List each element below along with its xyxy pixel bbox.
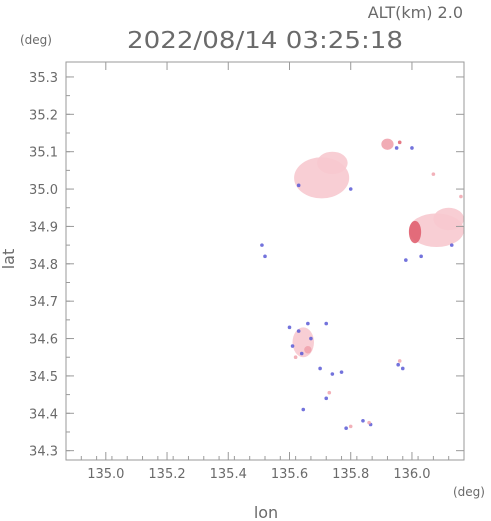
echo-speckle — [296, 183, 301, 188]
echo-speckle — [348, 424, 353, 429]
datetime-title: 2022/08/14 03:25:18 — [127, 28, 403, 54]
echo-speckle — [293, 355, 298, 360]
x-tick-label: 136.0 — [393, 467, 430, 482]
echo-region — [381, 138, 394, 150]
echo-speckle — [290, 344, 295, 348]
echo-speckle — [396, 362, 400, 367]
y-tick-label: 34.9 — [29, 220, 58, 235]
echo-speckle — [397, 359, 402, 363]
echo-speckle — [287, 325, 292, 330]
echo-speckle — [400, 366, 405, 371]
y-tick-label: 34.8 — [29, 258, 58, 273]
echo-speckle — [348, 187, 353, 191]
y-tick-label: 34.5 — [29, 370, 58, 385]
x-tick-label: 135.4 — [210, 467, 247, 482]
echo-speckle — [330, 372, 335, 376]
echo-speckle — [344, 426, 348, 431]
echo-speckle — [410, 146, 414, 150]
x-tick-label: 135.8 — [332, 467, 369, 482]
echo-region — [317, 151, 348, 175]
echo-speckle — [296, 329, 301, 333]
echo-region — [433, 207, 465, 231]
y-tick-label: 34.4 — [29, 407, 58, 422]
tick-layer: 135.0 135.2 135.4 135.6 135.8 136.0 34.3 34.4 34… — [29, 62, 464, 482]
echo-speckle — [449, 243, 454, 247]
echo-speckle — [367, 420, 371, 425]
echo-speckle — [431, 172, 436, 176]
echo-speckle — [301, 407, 306, 412]
x-unit-label: (deg) — [453, 485, 485, 499]
echo-speckle — [309, 336, 313, 341]
echo-region — [304, 346, 312, 354]
x-axis-title: lon — [254, 503, 278, 521]
echo-speckle — [339, 370, 344, 374]
x-tick-label: 135.6 — [271, 467, 308, 482]
y-tick-label: 35.3 — [29, 71, 58, 86]
echo-speckle — [397, 140, 402, 145]
echo-speckle — [324, 396, 329, 401]
y-tick-label: 34.6 — [29, 333, 58, 348]
y-tick-label: 35.1 — [29, 146, 58, 161]
y-tick-label: 34.7 — [29, 295, 58, 310]
echo-speckle — [263, 254, 267, 259]
echo-layer — [260, 138, 465, 431]
echo-speckle — [306, 321, 310, 326]
y-axis-title: lat — [0, 249, 18, 270]
x-tick-label: 135.0 — [87, 467, 124, 482]
echo-speckle — [419, 254, 423, 259]
echo-speckle — [404, 258, 408, 262]
echo-speckle — [394, 146, 399, 150]
y-tick-label: 35.0 — [29, 183, 58, 198]
x-tick-label: 135.2 — [148, 467, 185, 482]
y-unit-label: (deg) — [20, 33, 52, 47]
echo-speckle — [361, 418, 365, 423]
echo-speckle — [299, 351, 304, 356]
echo-region — [408, 220, 422, 244]
y-tick-label: 35.2 — [29, 108, 58, 123]
y-tick-label: 34.3 — [29, 445, 58, 460]
echo-speckle — [327, 390, 332, 395]
echo-speckle — [459, 194, 463, 199]
echo-speckle — [318, 366, 322, 371]
echo-speckle — [324, 321, 329, 326]
echo-speckle — [260, 243, 264, 247]
altitude-label: ALT(km) 2.0 — [368, 3, 463, 22]
